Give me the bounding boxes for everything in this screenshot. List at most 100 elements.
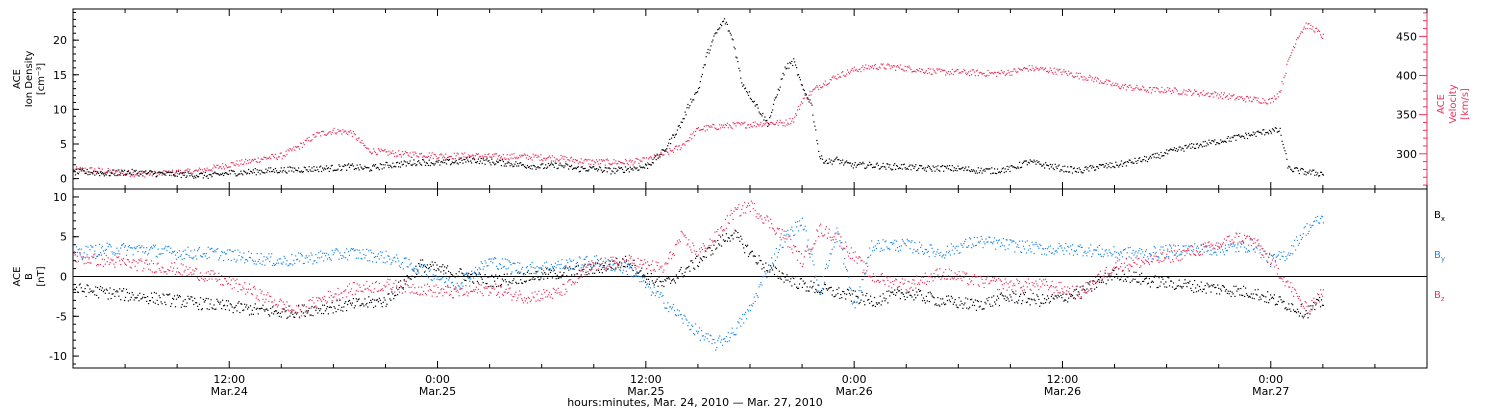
density-series-point (466, 157, 468, 159)
b-series-by-point (829, 253, 831, 255)
b-series-bx-point (665, 280, 667, 282)
density-series-point (1298, 173, 1300, 175)
b-series-by-point (858, 290, 860, 292)
density-series-point (317, 169, 319, 171)
b-series-bx-point (924, 302, 926, 304)
velocity-series-point (955, 70, 957, 72)
velocity-series-point (873, 65, 876, 67)
b-series-by-point (436, 278, 438, 280)
b-series-by-point (975, 244, 977, 246)
b-series-bx-point (209, 303, 211, 305)
velocity-series-point (78, 171, 80, 173)
velocity-series-point (298, 148, 301, 150)
b-series-bx-point (704, 250, 706, 252)
velocity-series-point (1269, 98, 1271, 100)
b-series-bx-point (836, 288, 838, 291)
b-series-bx-point (672, 279, 674, 281)
velocity-series-point (974, 75, 976, 77)
b-series-by-point (264, 264, 266, 266)
b-series-bx-point (82, 290, 84, 292)
b-series-bx-point (570, 268, 572, 270)
b-series-by-point (108, 243, 110, 245)
b-series-bx-point (1159, 285, 1161, 287)
b-series-by-point (671, 308, 673, 310)
density-series-point (1023, 160, 1025, 162)
b-series-by-point (115, 253, 117, 255)
velocity-series-point (267, 157, 269, 159)
b-series-by-point (706, 338, 708, 340)
density-series-point (630, 168, 632, 170)
b-series-bx-point (842, 290, 844, 293)
velocity-series-point (1270, 97, 1273, 100)
b-series-bx-point (912, 289, 914, 291)
density-series-point (868, 164, 870, 166)
b-series-by-point (567, 262, 569, 264)
velocity-series-point (749, 123, 751, 125)
density-series-point (764, 116, 766, 118)
b-series-bx-point (900, 292, 902, 294)
density-series-point (1046, 164, 1048, 166)
b-series-by-point (856, 301, 858, 303)
b-series-bx-point (1027, 297, 1029, 300)
b-series-by-point (598, 265, 601, 267)
velocity-series-point (1010, 71, 1012, 73)
b-series-bx-point (96, 294, 98, 296)
velocity-series-point (1308, 22, 1310, 25)
velocity-series-point (451, 158, 453, 160)
b-series-bx-point (890, 291, 892, 293)
b-series-by-point (203, 253, 205, 255)
density-series-point (247, 172, 249, 174)
b-series-by-point (1008, 244, 1010, 246)
density-series-point (388, 166, 390, 169)
b-series-bx-point (153, 291, 155, 294)
b-series-by-point (891, 241, 893, 244)
b-series-by-point (694, 334, 696, 336)
b-series-by-point (810, 250, 812, 252)
b-series-by-point (672, 303, 675, 306)
b-series-by-point (89, 249, 91, 251)
velocity-series-point (577, 163, 579, 165)
b-series-bx-point (513, 278, 515, 280)
b-series-bx-point (415, 265, 417, 267)
b-series-by-point (1018, 246, 1020, 249)
density-series-point (938, 169, 940, 171)
velocity-series-point (399, 153, 402, 156)
velocity-series-point (445, 153, 447, 155)
b-series-bx-point (587, 264, 589, 266)
b-series-bx-point (341, 306, 343, 308)
b-series-by-point (833, 246, 835, 248)
b-series-bx-point (225, 300, 228, 302)
b-series-by-point (341, 257, 343, 259)
density-series-point (619, 167, 621, 169)
velocity-series-point (714, 127, 716, 129)
b-series-bx-point (1267, 291, 1269, 293)
density-series-point (1289, 166, 1291, 168)
density-series-point (413, 159, 415, 161)
density-series-point (1076, 168, 1078, 170)
density-series-point (1142, 159, 1144, 161)
velocity-series-point (463, 156, 465, 158)
b-series-bx-point (264, 310, 266, 312)
b-series-bx-point (1103, 275, 1105, 277)
b-series-bx-point (886, 290, 888, 292)
b-series-bx-point (634, 264, 636, 266)
density-series-point (302, 171, 304, 173)
b-series-by-point (1004, 249, 1006, 251)
velocity-series-point (703, 125, 705, 127)
b-series-by-point (489, 258, 491, 260)
b-series-bx-point (175, 298, 178, 300)
density-series-point (141, 170, 143, 172)
velocity-series-point (118, 174, 120, 176)
density-series-point (769, 117, 771, 119)
density-series-point (1162, 155, 1164, 157)
b-series-bx-point (1081, 289, 1083, 291)
velocity-series-point (497, 155, 500, 157)
b-series-bx-point (349, 302, 352, 304)
velocity-series-point (550, 160, 552, 162)
velocity-series-point (701, 129, 703, 131)
b-series-bx-point (779, 277, 781, 279)
density-series-point (153, 172, 155, 175)
velocity-series-point (329, 131, 331, 133)
velocity-series-point (834, 75, 836, 77)
velocity-series-point (1254, 97, 1256, 99)
